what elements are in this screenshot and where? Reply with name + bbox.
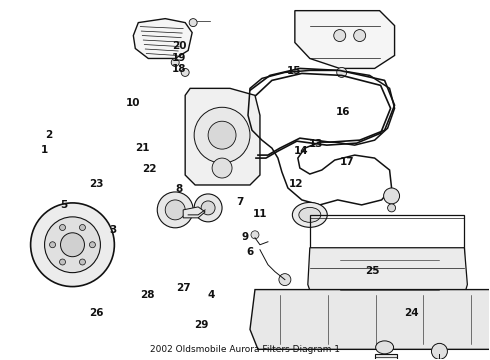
Bar [375, 354, 396, 360]
Text: 9: 9 [242, 232, 248, 242]
Bar [310, 215, 465, 270]
Circle shape [354, 30, 366, 41]
Text: 22: 22 [143, 164, 157, 174]
Text: 21: 21 [135, 143, 149, 153]
Polygon shape [183, 207, 205, 218]
Circle shape [79, 225, 85, 230]
Text: 18: 18 [172, 64, 186, 74]
Text: 27: 27 [176, 283, 191, 293]
Circle shape [212, 158, 232, 178]
Text: 2002 Oldsmobile Aurora Filters Diagram 1: 2002 Oldsmobile Aurora Filters Diagram 1 [150, 345, 340, 354]
Text: 23: 23 [89, 179, 103, 189]
Ellipse shape [293, 202, 327, 227]
Circle shape [157, 192, 193, 228]
Circle shape [194, 107, 250, 163]
Text: 15: 15 [287, 66, 301, 76]
Text: 28: 28 [140, 290, 154, 300]
Circle shape [79, 259, 85, 265]
Circle shape [279, 274, 291, 285]
Text: 7: 7 [237, 197, 244, 207]
Text: 10: 10 [125, 98, 140, 108]
Text: 13: 13 [309, 139, 323, 149]
Text: 12: 12 [289, 179, 303, 189]
Circle shape [165, 200, 185, 220]
Text: 3: 3 [109, 225, 117, 235]
Circle shape [251, 231, 259, 239]
Circle shape [384, 188, 399, 204]
Text: 26: 26 [89, 308, 103, 318]
Text: 29: 29 [194, 320, 208, 330]
Text: 14: 14 [294, 146, 309, 156]
Text: 11: 11 [252, 209, 267, 219]
Circle shape [181, 68, 189, 76]
Circle shape [334, 30, 346, 41]
Polygon shape [308, 248, 467, 305]
Circle shape [59, 259, 66, 265]
Text: 6: 6 [246, 247, 253, 257]
Ellipse shape [299, 207, 321, 222]
Circle shape [337, 67, 347, 77]
Circle shape [194, 194, 222, 222]
Text: 24: 24 [404, 308, 418, 318]
Text: 4: 4 [207, 290, 215, 300]
Circle shape [59, 225, 66, 230]
Text: 17: 17 [340, 157, 355, 167]
Circle shape [90, 242, 96, 248]
Circle shape [61, 233, 84, 257]
Text: 20: 20 [172, 41, 186, 50]
Circle shape [49, 242, 55, 248]
Ellipse shape [376, 341, 393, 354]
Text: 8: 8 [175, 184, 183, 194]
Polygon shape [133, 19, 192, 58]
Text: 25: 25 [365, 266, 379, 276]
Text: 19: 19 [172, 53, 186, 63]
Circle shape [171, 58, 179, 67]
Polygon shape [250, 289, 490, 349]
Circle shape [432, 343, 447, 359]
Text: 16: 16 [336, 107, 350, 117]
Circle shape [388, 204, 395, 212]
Circle shape [30, 203, 114, 287]
Circle shape [45, 217, 100, 273]
Text: 2: 2 [45, 130, 52, 140]
Circle shape [189, 19, 197, 27]
Text: 1: 1 [41, 144, 49, 154]
Circle shape [201, 201, 215, 215]
Polygon shape [295, 11, 394, 68]
Polygon shape [185, 88, 260, 185]
Text: 5: 5 [61, 200, 68, 210]
Circle shape [208, 121, 236, 149]
